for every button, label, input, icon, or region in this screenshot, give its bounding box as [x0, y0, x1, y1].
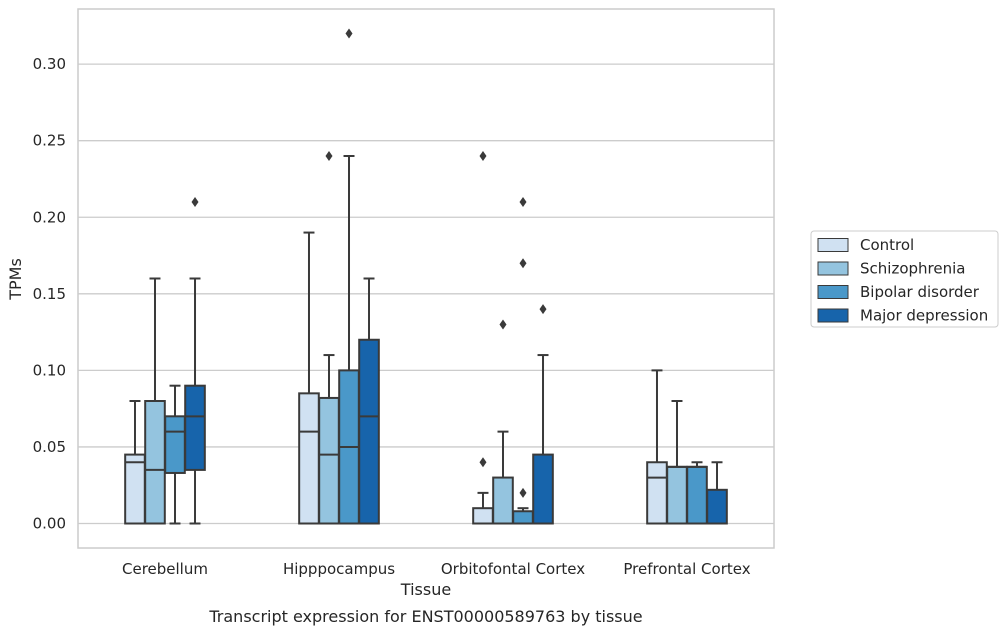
box-bipolar-disorder — [686, 461, 708, 525]
legend-label: Schizophrenia — [860, 260, 965, 278]
outlier-point — [191, 196, 199, 207]
box-body — [532, 453, 554, 525]
box-body — [298, 392, 320, 525]
outlier-point — [325, 151, 333, 161]
y-tick-label: 0.10 — [33, 361, 66, 379]
outlier-point — [519, 258, 527, 269]
x-tick-label: Orbitofontal Cortex — [441, 560, 585, 578]
legend-frame — [810, 230, 999, 328]
y-tick-label: 0.05 — [33, 438, 66, 456]
outlier-point — [519, 487, 527, 498]
x-tick-label: Prefrontal Cortex — [623, 560, 750, 578]
x-tick-label: Cerebellum — [122, 560, 208, 578]
boxes — [124, 28, 728, 525]
box-body — [124, 453, 146, 525]
box-body — [164, 415, 186, 474]
box-body — [666, 465, 688, 525]
y-tick-label: 0.25 — [33, 132, 66, 150]
box-bipolar-disorder — [164, 384, 186, 525]
box-schizophrenia — [492, 319, 514, 525]
outlier-point — [499, 319, 507, 330]
box-body — [512, 510, 534, 525]
box-major-depression — [706, 461, 728, 525]
outlier-point — [539, 304, 547, 315]
box-bipolar-disorder — [512, 196, 534, 525]
outlier-point — [479, 151, 487, 161]
y-tick-label: 0.30 — [33, 55, 66, 73]
box-control — [646, 369, 668, 525]
box-bipolar-disorder — [338, 28, 360, 525]
legend-items: Control Schizophrenia Bipolar disorder Majo… — [817, 236, 988, 325]
legend: Control Schizophrenia Bipolar disorder Majo… — [810, 230, 999, 328]
legend-label: Control — [860, 236, 914, 254]
outlier-point — [345, 28, 353, 39]
box-body — [706, 488, 728, 525]
y-axis-title: TPMs — [6, 258, 25, 301]
box-body — [646, 461, 668, 525]
plot-area-frame — [77, 8, 775, 549]
box-major-depression — [184, 196, 206, 525]
legend-label: Bipolar disorder — [860, 283, 980, 301]
legend-swatch — [817, 238, 849, 252]
y-tick-label: 0.20 — [33, 208, 66, 226]
legend-swatch — [817, 261, 849, 276]
y-tick-label: 0.15 — [33, 285, 66, 303]
box-body — [318, 396, 340, 525]
legend-swatch — [817, 308, 849, 323]
box-body — [472, 507, 494, 525]
outlier-point — [479, 457, 487, 468]
x-axis-title: Tissue — [400, 580, 451, 599]
legend-label: Major depression — [860, 307, 988, 325]
box-major-depression — [358, 277, 380, 525]
box-body — [144, 400, 166, 525]
box-body — [492, 476, 514, 525]
box-control — [472, 151, 494, 525]
box-control — [298, 231, 320, 525]
outlier-point — [519, 196, 527, 207]
legend-swatch — [817, 285, 849, 299]
y-tick-label: 0.00 — [33, 515, 66, 533]
y-axis-ticks: 0.00 0.05 0.10 0.15 0.20 0.25 0.30 — [33, 55, 66, 532]
box-body — [686, 465, 708, 525]
box-body — [184, 384, 206, 471]
box-body — [358, 338, 380, 525]
x-tick-label: Hipppocampus — [283, 560, 395, 578]
box-major-depression — [532, 304, 554, 525]
x-axis-ticks: Cerebellum Hipppocampus Orbitofontal Corte… — [122, 560, 751, 578]
chart-caption: Transcript expression for ENST0000058976… — [208, 607, 642, 626]
